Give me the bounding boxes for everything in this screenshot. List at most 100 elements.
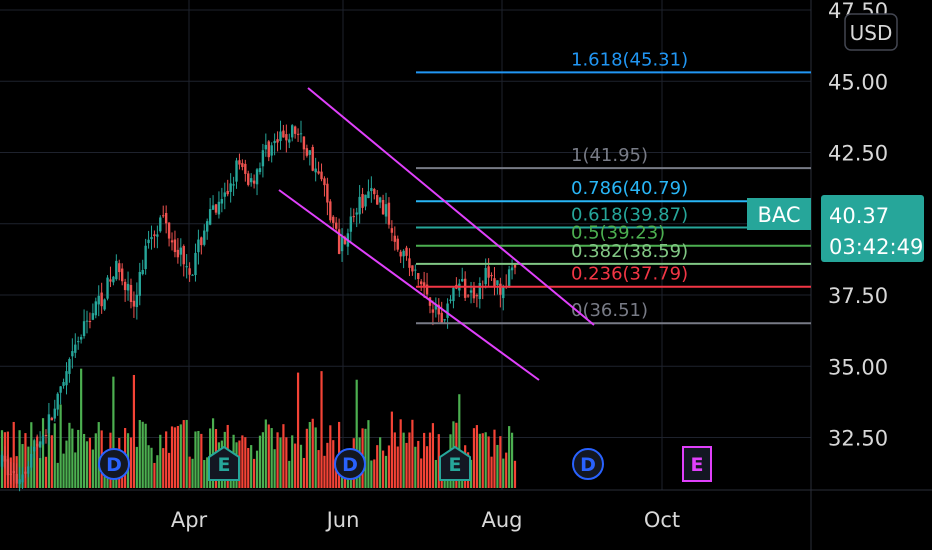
channel-upper-line[interactable]: [307, 87, 595, 326]
candle-body: [249, 178, 253, 183]
volume-bar: [129, 437, 133, 488]
dividend-event[interactable]: D: [334, 448, 366, 480]
event-letter: E: [691, 454, 704, 476]
volume-bar: [39, 458, 42, 488]
earnings-marker[interactable]: [682, 446, 712, 482]
candle-body: [24, 471, 27, 474]
volume-bar: [167, 452, 171, 488]
candle-body: [56, 393, 59, 410]
candle-body: [153, 234, 156, 236]
candle-body: [414, 269, 417, 271]
volume-bar: [370, 460, 373, 488]
bar-countdown: 03:42:49: [829, 235, 923, 259]
candle-body: [226, 190, 229, 195]
candle-body: [393, 235, 397, 242]
candle-body: [144, 245, 147, 270]
candle-body: [343, 237, 347, 244]
dividend-marker[interactable]: [334, 448, 366, 480]
candle-body: [50, 417, 54, 421]
dividend-event[interactable]: D: [98, 448, 130, 480]
earnings-event[interactable]: E: [439, 445, 471, 481]
candle-body: [65, 371, 68, 386]
price-tick-label: 45.00: [828, 70, 888, 94]
earnings-event[interactable]: E: [682, 446, 712, 482]
usd-button[interactable]: USD: [844, 13, 898, 51]
fibonacci-retracement[interactable]: 1.618(45.31) 1(41.95) 0.786(40.79) 0.618(39…: [416, 49, 811, 325]
candle-body: [71, 351, 74, 357]
candle-body: [434, 304, 438, 310]
candle-body: [305, 148, 309, 156]
dividend-marker[interactable]: [572, 448, 604, 480]
volume-bar: [247, 447, 250, 488]
candle-body: [405, 247, 408, 256]
candle-body: [6, 459, 10, 476]
candle-body: [126, 283, 130, 291]
earnings-event[interactable]: E: [208, 445, 240, 481]
channel-lower-line[interactable]: [278, 189, 540, 381]
volume-bar: [203, 460, 206, 488]
volume-bar: [206, 457, 209, 488]
candle-body: [510, 267, 514, 271]
candle-body: [261, 150, 265, 167]
candle-body: [12, 471, 15, 474]
candle-body: [147, 239, 150, 244]
volume-bar: [335, 459, 338, 488]
volume-bar: [364, 428, 367, 488]
volume-bar: [437, 434, 440, 488]
candle-body: [396, 238, 399, 250]
volume-bar: [68, 422, 71, 488]
volume-bar: [141, 421, 144, 488]
candle-body: [443, 319, 446, 321]
usd-button-frame[interactable]: [844, 13, 898, 51]
earnings-marker[interactable]: [439, 445, 471, 481]
last-price-badge: 40.37 03:42:49: [821, 195, 924, 262]
usd-button-label[interactable]: USD: [850, 21, 893, 45]
candle-body: [53, 408, 56, 419]
candle-body: [475, 295, 479, 297]
horizontal-grid: [0, 9, 811, 438]
candle-body: [472, 287, 476, 299]
dividend-event[interactable]: D: [572, 448, 604, 480]
volume-bar: [384, 455, 388, 488]
time-axis[interactable]: Apr Jun Aug Oct: [171, 508, 680, 532]
candle-body: [437, 304, 440, 315]
volume-bar: [408, 432, 411, 488]
volume-bar: [291, 435, 294, 488]
candle-body: [235, 160, 238, 182]
volume-bar: [376, 445, 379, 488]
volume-bar: [47, 428, 51, 488]
time-tick-label: Jun: [325, 508, 360, 532]
volume-bar: [179, 424, 182, 488]
candle-body: [170, 240, 174, 243]
candle-body: [238, 160, 241, 165]
candle-body: [499, 283, 502, 295]
earnings-marker[interactable]: [208, 445, 240, 481]
candle-body: [484, 267, 487, 285]
volume-bar: [367, 420, 370, 488]
fib-level-label: 0.5(39.23): [571, 223, 665, 244]
price-tick-label: 42.50: [828, 142, 888, 166]
candle-body: [255, 169, 259, 185]
volume-bar: [244, 437, 247, 488]
volume-bar: [399, 419, 402, 488]
candle-body: [100, 292, 103, 307]
fib-level-label: 1.618(45.31): [571, 49, 688, 70]
volume-bar: [393, 432, 396, 488]
price-tick-label: 32.50: [828, 427, 888, 451]
symbol-badge-label: BAC: [757, 203, 800, 227]
dividend-marker[interactable]: [98, 448, 130, 480]
candle-body: [15, 473, 18, 484]
volume-bar: [170, 426, 174, 488]
candle-body: [449, 299, 452, 301]
volume-bar: [396, 446, 399, 488]
candle-body: [352, 216, 355, 218]
volume-bar: [496, 444, 499, 488]
candle-body: [30, 453, 33, 468]
parallel-channel[interactable]: [278, 87, 595, 381]
candle-body: [431, 309, 435, 313]
candle-body: [85, 320, 89, 322]
candle-body: [173, 239, 177, 253]
candle-body: [150, 237, 153, 240]
